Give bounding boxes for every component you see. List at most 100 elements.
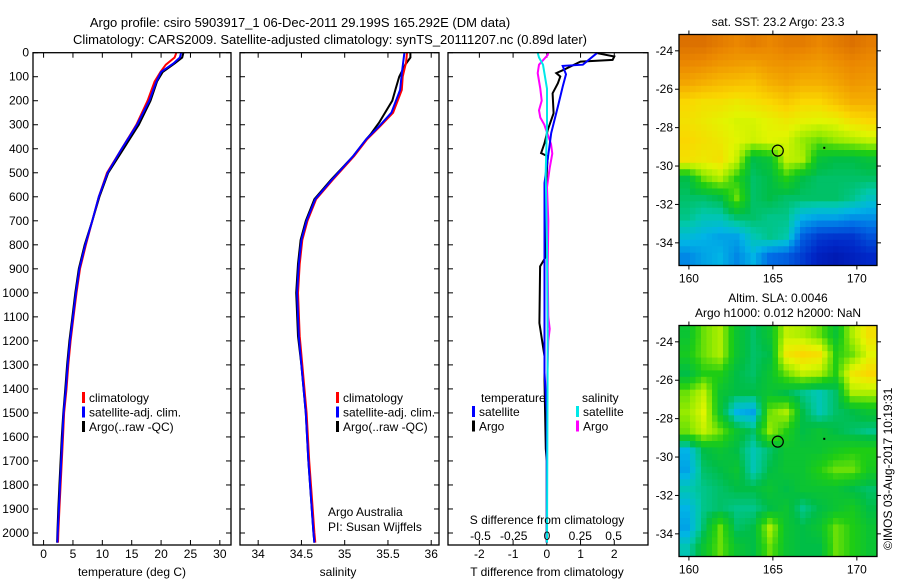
- map-cell: [860, 246, 867, 254]
- map-cell: [783, 92, 790, 100]
- map-cell: [745, 98, 751, 106]
- map-cell: [805, 53, 812, 61]
- map-cell: [811, 60, 817, 67]
- map-cell: [855, 325, 861, 333]
- map-cell: [695, 188, 702, 196]
- map-cell: [860, 383, 867, 391]
- map-cell: [750, 434, 757, 442]
- map-cell: [701, 383, 707, 391]
- map-cell: [783, 543, 790, 551]
- map-cell: [712, 214, 718, 221]
- map-cell: [767, 143, 773, 151]
- map-cell: [706, 188, 713, 196]
- map-cell: [684, 351, 691, 358]
- map-cell: [712, 447, 718, 455]
- map-cell: [712, 396, 718, 403]
- map-cell: [750, 498, 757, 506]
- map-cell: [871, 408, 878, 416]
- map-cell: [767, 73, 773, 80]
- map-cell: [717, 402, 724, 410]
- map-cell: [866, 505, 872, 512]
- map-cell: [772, 117, 779, 125]
- map-cell: [844, 92, 850, 100]
- map-cell: [811, 331, 817, 339]
- map-cell: [745, 194, 751, 202]
- map-cell: [860, 543, 867, 551]
- map-cell: [706, 137, 713, 144]
- map-cell: [789, 220, 795, 228]
- map-cell: [789, 492, 795, 500]
- map-cell: [871, 415, 878, 423]
- map-cell: [778, 357, 784, 365]
- map-cell: [684, 421, 691, 429]
- map-cell: [816, 73, 823, 80]
- map-cell: [679, 53, 685, 61]
- map-cell: [827, 396, 834, 403]
- map-cell: [690, 466, 696, 474]
- map-cell: [706, 85, 713, 93]
- map-cell: [756, 85, 762, 93]
- map-cell: [860, 370, 867, 378]
- map-cell: [712, 162, 718, 170]
- map-cell: [734, 79, 740, 87]
- map-cell: [794, 111, 801, 119]
- map-cell: [750, 518, 757, 525]
- map-cell: [855, 150, 861, 157]
- map-cell: [712, 428, 718, 435]
- map-cell: [816, 137, 823, 144]
- map-cell: [723, 40, 729, 48]
- map-cell: [761, 66, 768, 74]
- map-cell: [816, 246, 823, 254]
- map-cell: [844, 105, 850, 112]
- map-cell: [855, 421, 861, 429]
- map-cell: [739, 34, 746, 42]
- map-cell: [684, 111, 691, 119]
- s-tick-label: -0.5: [470, 529, 491, 543]
- map-cell: [728, 338, 735, 346]
- map-cell: [739, 518, 746, 525]
- map-cell: [860, 201, 867, 209]
- map-cell: [844, 79, 850, 87]
- map-cell: [745, 511, 751, 519]
- map-cell: [723, 537, 729, 545]
- map-cell: [794, 201, 801, 209]
- map-cell: [712, 47, 718, 55]
- map-cell: [761, 428, 768, 435]
- plots-layer: 0 5 10 15 20 25 300100200300400500600700800900…: [2, 30, 881, 577]
- map-cell: [849, 357, 856, 365]
- map-cell: [849, 220, 856, 228]
- map-cell: [745, 550, 751, 557]
- sla-map-title: Altim. SLA: 0.0046: [728, 291, 828, 305]
- map-cell: [855, 402, 861, 410]
- sst-map-title: sat. SST: 23.2 Argo: 23.3: [712, 15, 845, 29]
- map-cell: [706, 175, 713, 183]
- map-cell: [684, 505, 691, 512]
- map-cell: [717, 383, 724, 391]
- map-cell: [728, 66, 735, 74]
- map-cell: [866, 357, 872, 365]
- map-cell: [783, 396, 790, 403]
- map-cell: [800, 233, 806, 241]
- map-cell: [684, 511, 691, 519]
- map-cell: [855, 85, 861, 93]
- map-cell: [805, 143, 812, 151]
- map-cell: [739, 530, 746, 538]
- map-cell: [871, 79, 878, 87]
- map-cell: [728, 79, 735, 87]
- map-cell: [767, 201, 773, 209]
- map-cell: [701, 156, 707, 164]
- map-cell: [695, 252, 702, 260]
- map-cell: [789, 246, 795, 254]
- map-cell: [723, 479, 729, 487]
- map-cell: [750, 524, 757, 532]
- map-cell: [860, 421, 867, 429]
- map-cell: [701, 150, 707, 157]
- map-cell: [734, 396, 740, 403]
- map-cell: [728, 325, 735, 333]
- lat-tick-label: -26: [656, 373, 674, 387]
- map-cell: [723, 79, 729, 87]
- map-cell: [723, 85, 729, 93]
- map-cell: [866, 60, 872, 67]
- map-cell: [822, 150, 828, 157]
- map-cell: [772, 137, 779, 144]
